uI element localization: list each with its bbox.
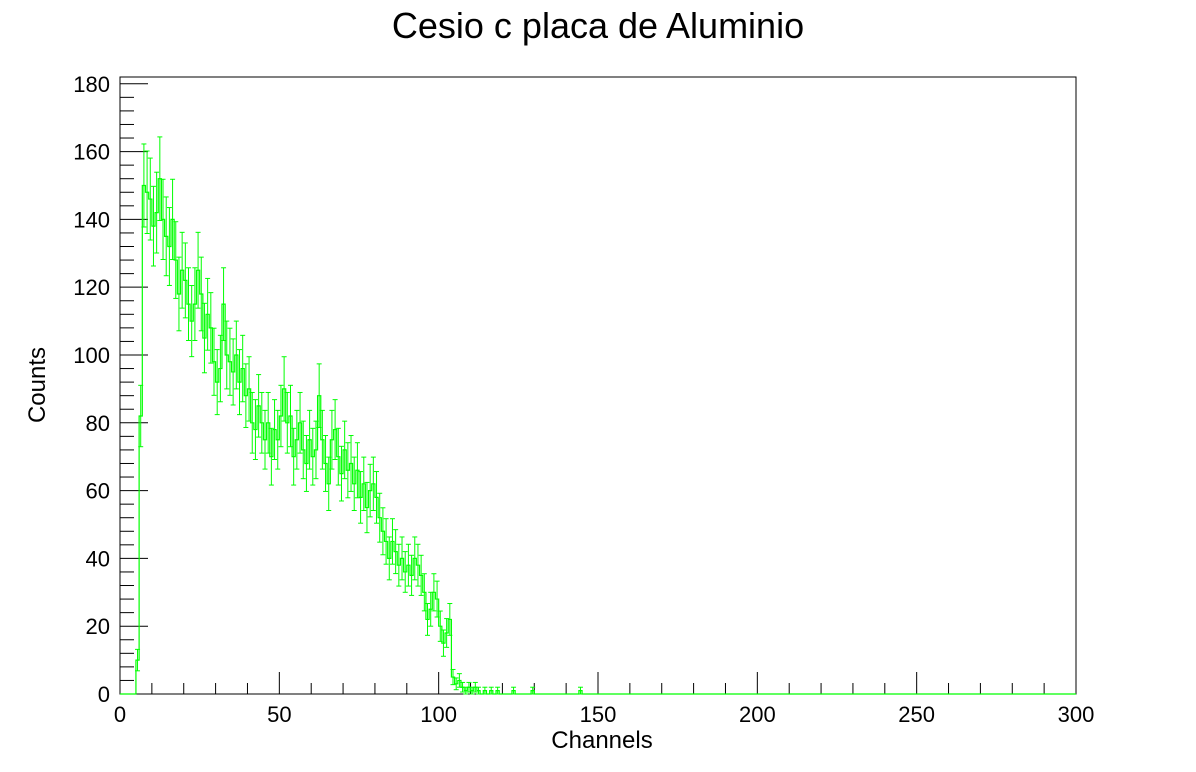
- axis-tick-labels: 0 50 100 150 200 250 300 0 20 40 60 80 100 120 140 160 1…: [73, 72, 1094, 727]
- y-tick-label: 40: [86, 546, 110, 571]
- chart-title: Cesio c placa de Aluminio: [392, 5, 804, 46]
- error-bars: [135, 136, 583, 695]
- y-tick-label: 160: [73, 140, 110, 165]
- y-axis-label: Counts: [24, 347, 51, 423]
- plot-frame: [119, 76, 1077, 695]
- x-tick-label: 150: [580, 702, 617, 727]
- x-tick-label: 300: [1058, 702, 1095, 727]
- y-tick-label: 80: [86, 411, 110, 436]
- y-tick-label: 180: [73, 72, 110, 97]
- x-tick-label: 0: [114, 702, 126, 727]
- x-tick-label: 200: [739, 702, 776, 727]
- y-tick-label: 120: [73, 275, 110, 300]
- histogram-line: [120, 178, 1076, 695]
- axis-ticks: [119, 83, 1077, 695]
- x-axis-label: Channels: [551, 727, 652, 754]
- y-tick-label: 0: [98, 682, 110, 707]
- y-tick-label: 140: [73, 207, 110, 232]
- x-tick-label: 100: [420, 702, 457, 727]
- y-tick-label: 60: [86, 479, 110, 504]
- y-tick-label: 20: [86, 614, 110, 639]
- y-tick-label: 100: [73, 343, 110, 368]
- x-tick-label: 250: [898, 702, 935, 727]
- x-tick-label: 50: [267, 702, 291, 727]
